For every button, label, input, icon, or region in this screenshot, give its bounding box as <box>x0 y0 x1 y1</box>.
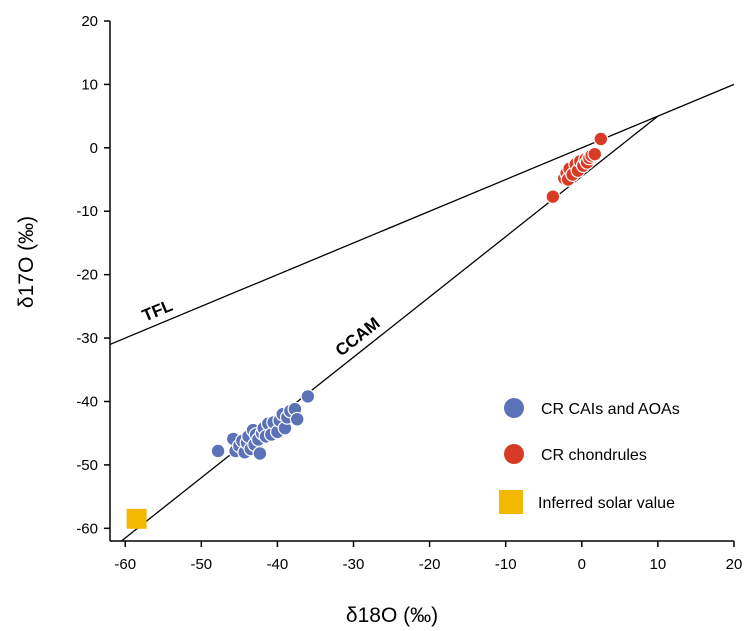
y-tick-label: 20 <box>81 13 98 30</box>
x-tick-label: 10 <box>650 556 667 573</box>
x-tick-label: -20 <box>419 556 441 573</box>
y-tick-label: -40 <box>76 393 98 410</box>
x-tick-label: -10 <box>495 556 517 573</box>
y-tick-label: 10 <box>81 76 98 93</box>
axes <box>109 21 734 542</box>
cai-aoa-point <box>252 446 268 461</box>
chondrule-point <box>587 146 603 162</box>
x-tick-label: -50 <box>190 556 212 573</box>
x-tick-label: -40 <box>267 556 289 573</box>
legend-marker-solar <box>499 490 523 514</box>
y-tick-label: -10 <box>76 203 98 220</box>
y-tick-label: 0 <box>90 140 98 157</box>
y-tick-label: -50 <box>76 457 98 474</box>
y-axis-title: δ17O (‰) <box>15 216 38 308</box>
legend-label: CR chondrules <box>541 447 647 464</box>
data-points <box>126 131 609 529</box>
x-axis-ticks: -60 -50 -40 -30 -20 -10 0 10 20 <box>114 541 742 573</box>
solar-value-marker <box>126 508 147 529</box>
x-tick-label: -60 <box>114 556 136 573</box>
cai-aoa-point <box>289 411 305 427</box>
cai-aoa-point <box>210 443 226 459</box>
x-tick-label: 20 <box>726 556 743 573</box>
reference-lines <box>110 83 734 541</box>
chondrule-point <box>593 131 609 147</box>
tfl-label: TFL <box>139 296 175 326</box>
y-tick-label: -60 <box>76 520 98 537</box>
legend-label: Inferred solar value <box>538 495 675 512</box>
legend-label: CR CAIs and AOAs <box>541 401 680 418</box>
x-axis-title: δ18O (‰) <box>346 604 438 627</box>
cai-aoa-point <box>300 389 316 404</box>
legend-marker-chondrules <box>504 444 524 464</box>
chondrule-point <box>545 189 561 205</box>
y-tick-label: -30 <box>76 330 98 347</box>
y-axis-ticks: -60 -50 -40 -30 -20 -10 0 10 20 <box>76 13 110 537</box>
tfl-line <box>110 83 734 345</box>
legend-marker-cai-aoa <box>504 398 524 418</box>
x-tick-label: 0 <box>578 556 586 573</box>
legend: CR CAIs and AOAs CR chondrules Inferred so… <box>499 398 680 514</box>
y-tick-label: -20 <box>76 267 98 284</box>
x-tick-label: -30 <box>343 556 365 573</box>
